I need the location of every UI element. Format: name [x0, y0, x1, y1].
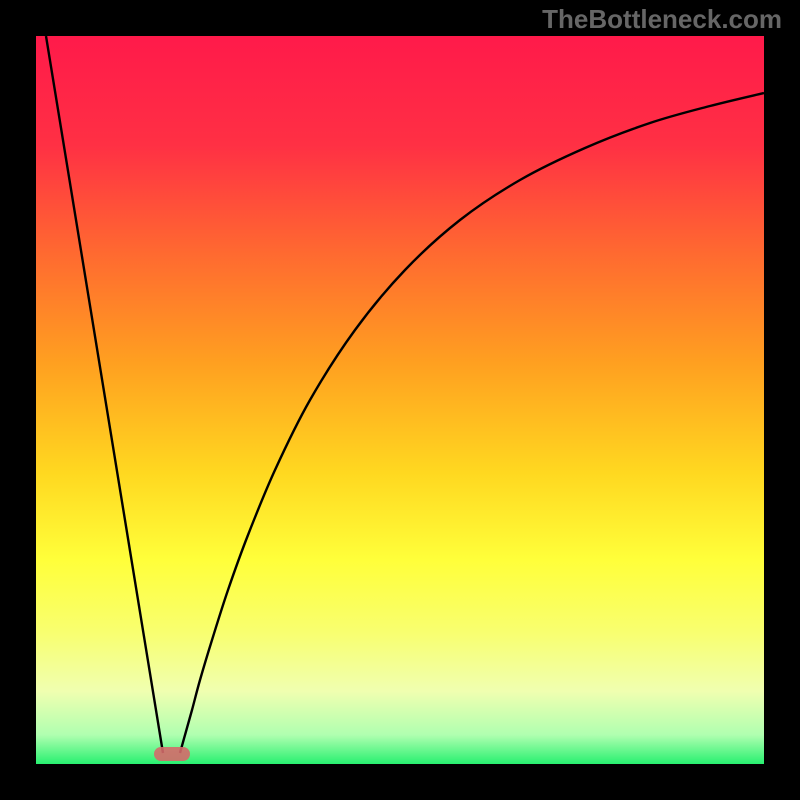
optimal-marker — [154, 747, 190, 761]
watermark-text: TheBottleneck.com — [542, 4, 782, 35]
bottleneck-chart: TheBottleneck.com — [0, 0, 800, 800]
chart-svg — [0, 0, 800, 800]
gradient-background — [36, 36, 764, 764]
